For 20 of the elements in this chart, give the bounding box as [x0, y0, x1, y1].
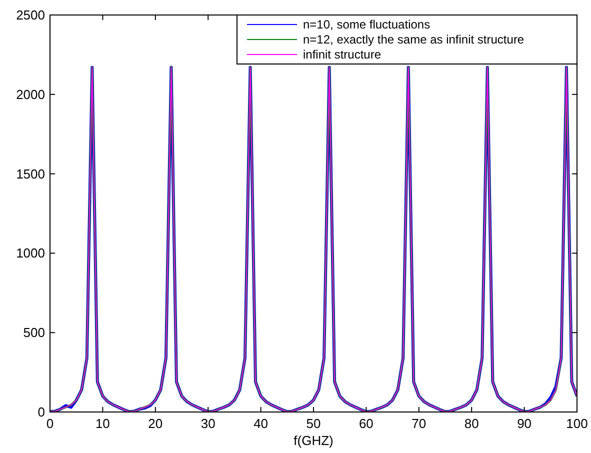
y-tick-label: 500 — [23, 325, 45, 340]
y-tick-label: 1500 — [16, 166, 45, 182]
x-tick-label: 20 — [148, 416, 163, 431]
legend-label: infinit structure — [303, 48, 382, 62]
x-tick-label: 10 — [95, 416, 110, 431]
legend-label: n=10, some fluctuations — [303, 18, 430, 32]
y-tick-label: 2500 — [16, 8, 45, 22]
x-tick-label: 90 — [517, 416, 532, 431]
x-tick-label: 80 — [464, 416, 479, 431]
x-tick-label: 100 — [566, 416, 588, 431]
x-tick-label: 60 — [358, 416, 374, 431]
y-tick-label: 0 — [38, 404, 45, 420]
x-tick-label: 50 — [306, 416, 321, 431]
x-tick-label: 30 — [200, 416, 216, 431]
x-tick-label: 40 — [254, 416, 268, 431]
legend-label: n=12, exactly the same as infinit structure — [303, 32, 524, 46]
y-tick-label: 2000 — [16, 86, 45, 102]
x-tick-label: 70 — [412, 416, 426, 431]
x-axis-title: f(GHZ) — [294, 433, 334, 448]
y-tick-label: 1000 — [16, 246, 45, 261]
